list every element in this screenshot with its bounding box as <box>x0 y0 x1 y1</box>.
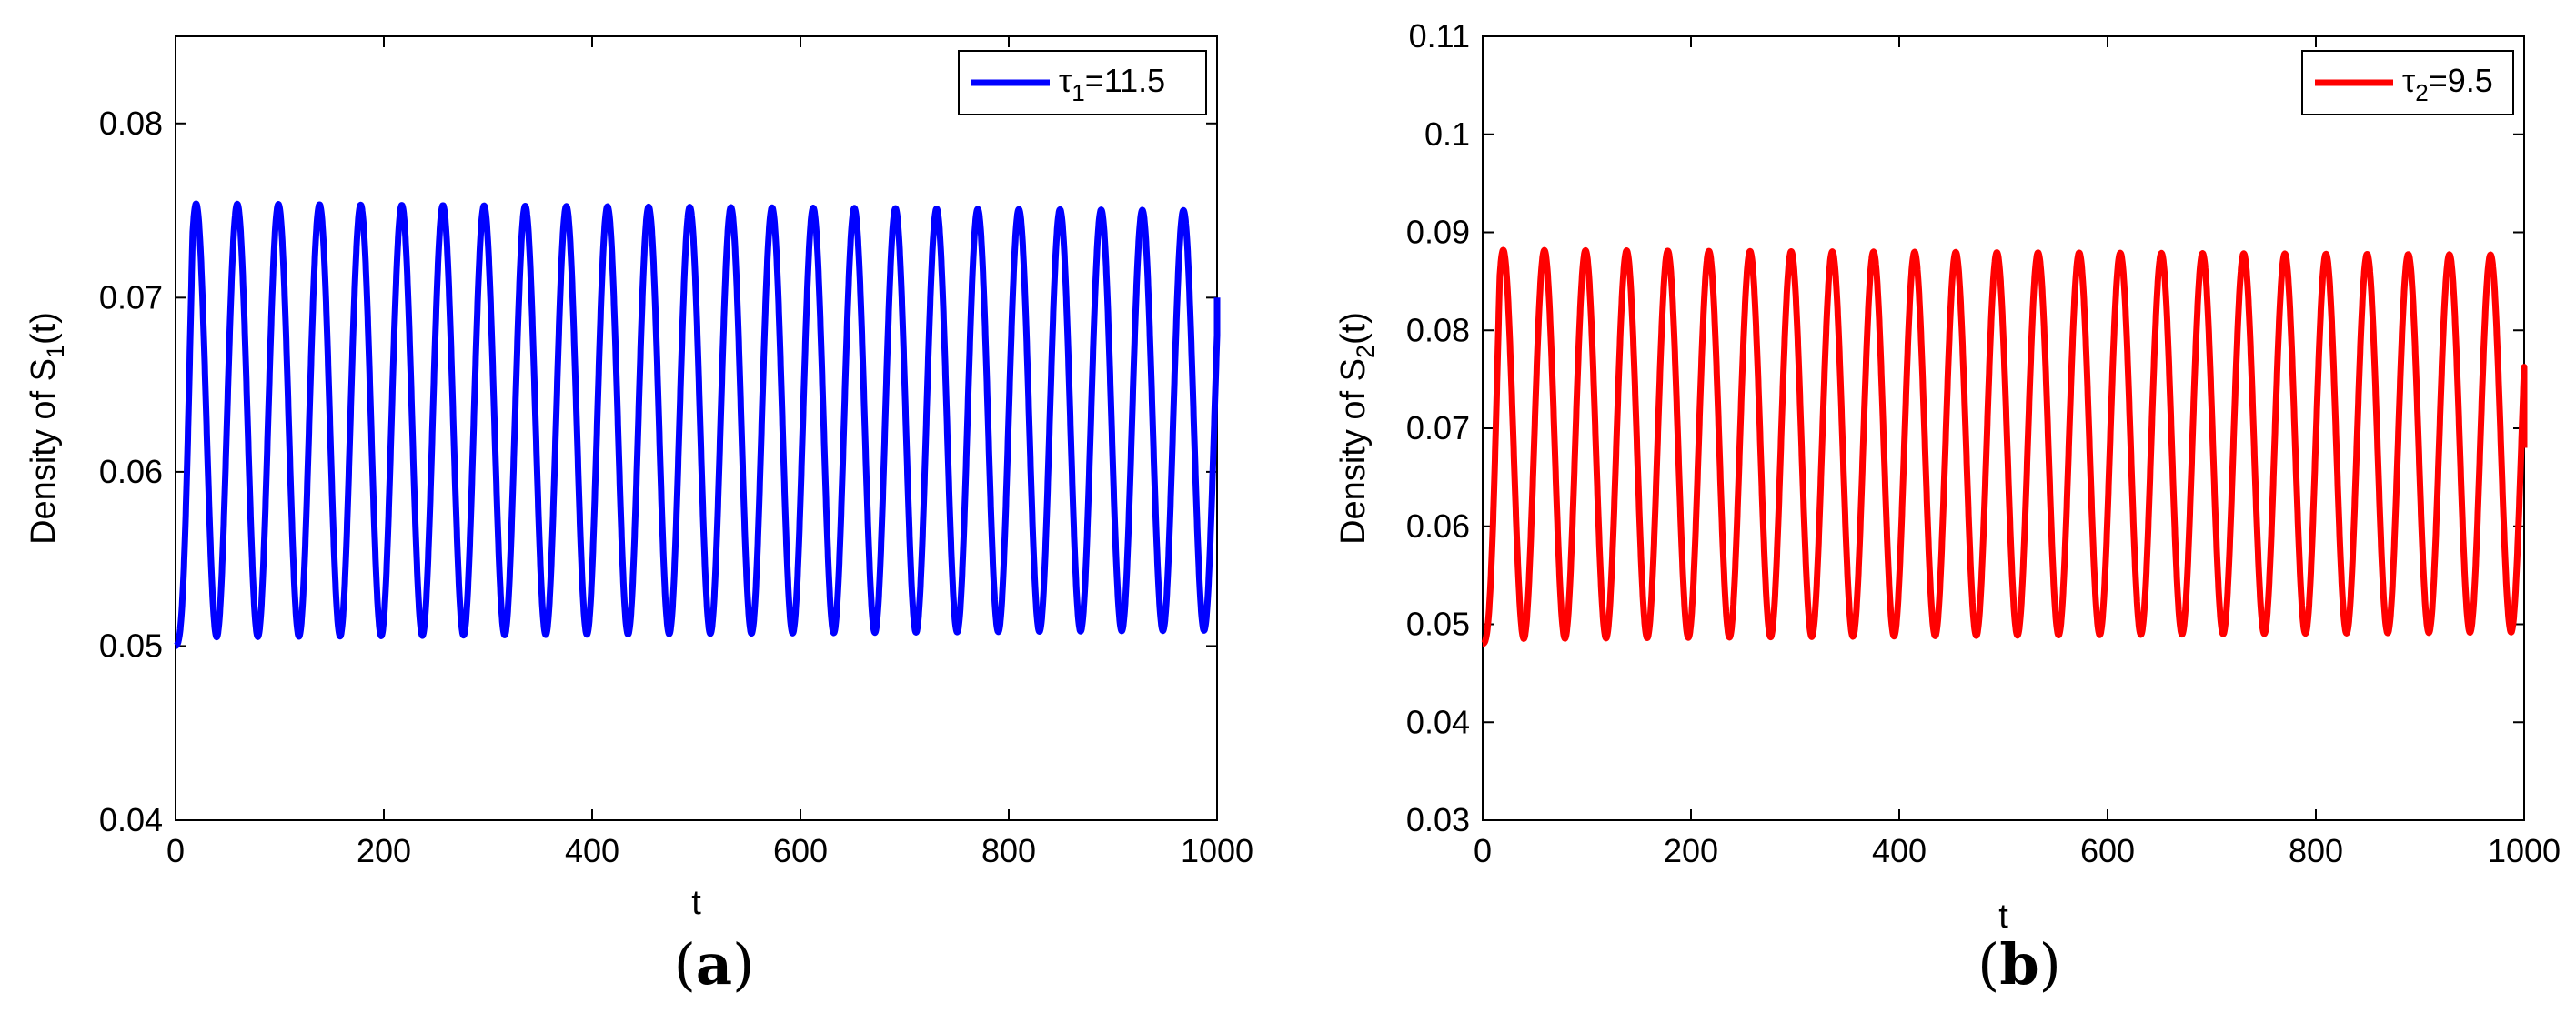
y-tick-label: 0.08 <box>99 105 163 142</box>
x-tick-label: 400 <box>1872 832 1927 869</box>
x-tick-label: 800 <box>981 832 1036 869</box>
y-tick-label: 0.07 <box>99 278 163 316</box>
y-axis-label: Density of S1(t) <box>25 312 69 545</box>
x-tick-label: 200 <box>1664 832 1718 869</box>
y-tick-label: 0.06 <box>1406 507 1470 545</box>
x-tick-label: 600 <box>2080 832 2135 869</box>
series-line-tau2 <box>1483 250 2524 644</box>
y-tick-label: 0.05 <box>99 627 163 664</box>
legend: τ1=11.5 <box>959 51 1206 115</box>
y-tick-label: 0.08 <box>1406 311 1470 348</box>
y-tick-label: 0.05 <box>1406 606 1470 643</box>
chart-panel-a: 0.04 0.05 0.06 0.07 0.08 0 200 400 600 800 1000 τ… <box>25 36 1253 998</box>
y-tick-label: 0.11 <box>1409 17 1470 55</box>
x-tick-label: 0 <box>1474 832 1492 869</box>
x-axis-label: t <box>1998 898 2008 936</box>
y-tick-label: 0.04 <box>1406 703 1470 740</box>
y-tick-label: 0.04 <box>99 801 163 838</box>
y-tick-label: 0.03 <box>1406 801 1470 838</box>
y-tick-label: 0.07 <box>1406 409 1470 446</box>
figure: 0.04 0.05 0.06 0.07 0.08 0 200 400 600 800 1000 τ… <box>0 0 2576 1013</box>
y-axis-label: Density of S2(t) <box>1334 312 1379 545</box>
y-tick-label: 0.09 <box>1406 214 1470 251</box>
x-tick-label: 0 <box>166 832 185 869</box>
y-tick-label: 0.06 <box>99 453 163 490</box>
x-tick-label: 200 <box>357 832 411 869</box>
x-tick-label: 1000 <box>2488 832 2561 869</box>
x-tick-label: 1000 <box>1181 832 1253 869</box>
series-line-tau1 <box>176 204 1217 646</box>
panel-caption-b: (b) <box>1977 931 2061 998</box>
legend: τ2=9.5 <box>2302 51 2513 115</box>
x-tick-label: 800 <box>2289 832 2343 869</box>
panel-caption-a: (a) <box>674 931 755 998</box>
y-tick-label: 0.1 <box>1424 115 1470 153</box>
x-axis-label: t <box>691 884 701 922</box>
chart-panel-b: 0.03 0.04 0.05 0.06 0.07 0.08 0.09 0.1 0.11 0 200… <box>1334 17 2561 998</box>
x-tick-label: 400 <box>565 832 619 869</box>
x-tick-label: 600 <box>773 832 828 869</box>
